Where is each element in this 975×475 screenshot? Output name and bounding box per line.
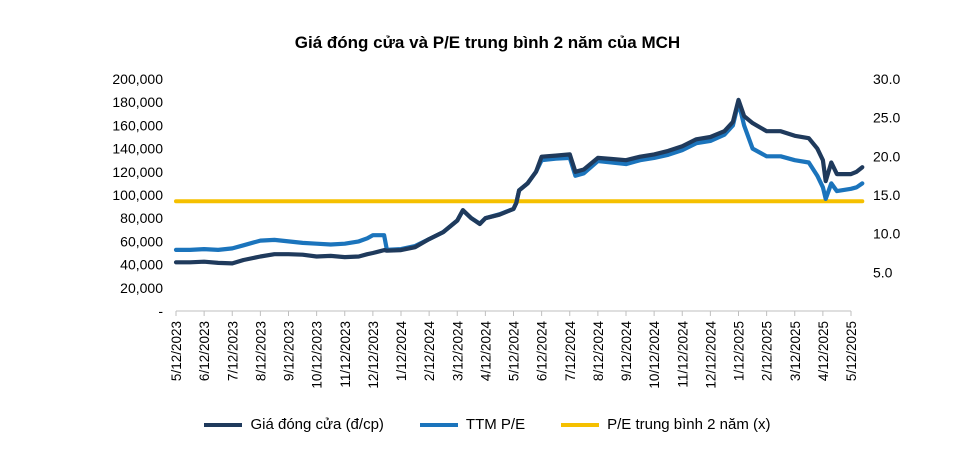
series-line-ttm-pe [173,100,865,252]
right-axis-tick-label: 10.0 [873,226,900,242]
right-axis-tick-label: 5.0 [873,264,893,280]
x-axis-tick-label: 11/12/2023 [338,321,353,388]
left-axis-tick-label: 40,000 [120,257,163,273]
x-axis-tick-label: 4/12/2024 [478,321,493,382]
x-axis-tick-label: 8/12/2024 [591,321,606,382]
legend-label-avg-pe: P/E trung bình 2 năm (x) [607,416,771,433]
left-axis-tick-label: 120,000 [112,164,163,180]
left-axis-tick-label: 140,000 [112,141,163,157]
x-axis-tick-label: 9/12/2023 [282,321,297,381]
x-axis-tick-label: 1/12/2024 [394,321,409,382]
right-axis-tick-label: 25.0 [873,110,900,126]
x-axis-tick-label: 7/12/2024 [563,321,578,382]
left-axis-tick-label: 20,000 [120,280,163,296]
right-axis-tick-label: 15.0 [873,187,900,203]
x-axis-tick-label: 10/12/2024 [647,321,662,389]
x-axis-tick-label: 2/12/2025 [760,321,775,381]
x-axis-tick-label: 3/12/2024 [450,321,465,382]
right-axis-tick-label: 30.0 [873,71,900,87]
x-axis-tick-label: 8/12/2023 [253,321,268,381]
legend-swatch-avg-pe [561,422,600,427]
right-axis-tick-label: 20.0 [873,148,900,164]
x-axis-tick-label: 6/12/2024 [535,321,550,382]
x-axis-tick-label: 9/12/2024 [619,321,634,382]
x-axis-tick-label: 12/12/2023 [366,321,381,389]
series-line-price [173,97,865,266]
legend-swatch-price [204,422,243,427]
x-axis-tick-label: 7/12/2023 [225,321,240,381]
chart-title: Giá đóng cửa và P/E trung bình 2 năm của… [294,33,681,52]
legend-swatch-ttm-pe [419,422,458,427]
legend-label-ttm-pe: TTM P/E [465,416,526,433]
x-axis-tick-label: 2/12/2024 [422,321,437,382]
left-axis-tick-label: 200,000 [112,71,163,87]
legend-item-price: Giá đóng cửa (đ/cp) [204,416,384,433]
left-axis-tick-label: 100,000 [112,187,163,203]
x-axis-tick-label: 4/12/2025 [816,321,831,381]
x-axis-tick-label: 3/12/2025 [788,321,803,381]
x-axis-tick-label: 10/12/2023 [310,321,325,389]
legend-item-ttm-pe: TTM P/E [419,416,526,433]
left-axis-tick-label: - [158,303,163,319]
left-axis-tick-label: 160,000 [112,117,163,133]
x-axis-tick-label: 5/12/2024 [507,321,522,382]
legend-label-price: Giá đóng cửa (đ/cp) [250,416,384,433]
left-axis-tick-label: 180,000 [112,94,163,110]
legend: Giá đóng cửa (đ/cp) TTM P/E P/E trung bì… [0,416,975,433]
left-axis-tick-label: 80,000 [120,210,163,226]
x-axis-tick-label: 5/12/2023 [169,321,184,381]
x-axis-tick-label: 5/12/2025 [844,321,859,381]
x-axis-tick-label: 6/12/2023 [197,321,212,381]
x-axis-tick-label: 1/12/2025 [732,321,747,381]
x-axis-tick-label: 11/12/2024 [675,321,690,388]
legend-item-avg-pe: P/E trung bình 2 năm (x) [561,416,771,433]
x-axis-tick-label: 12/12/2024 [703,321,718,389]
left-axis-tick-label: 60,000 [120,233,163,249]
